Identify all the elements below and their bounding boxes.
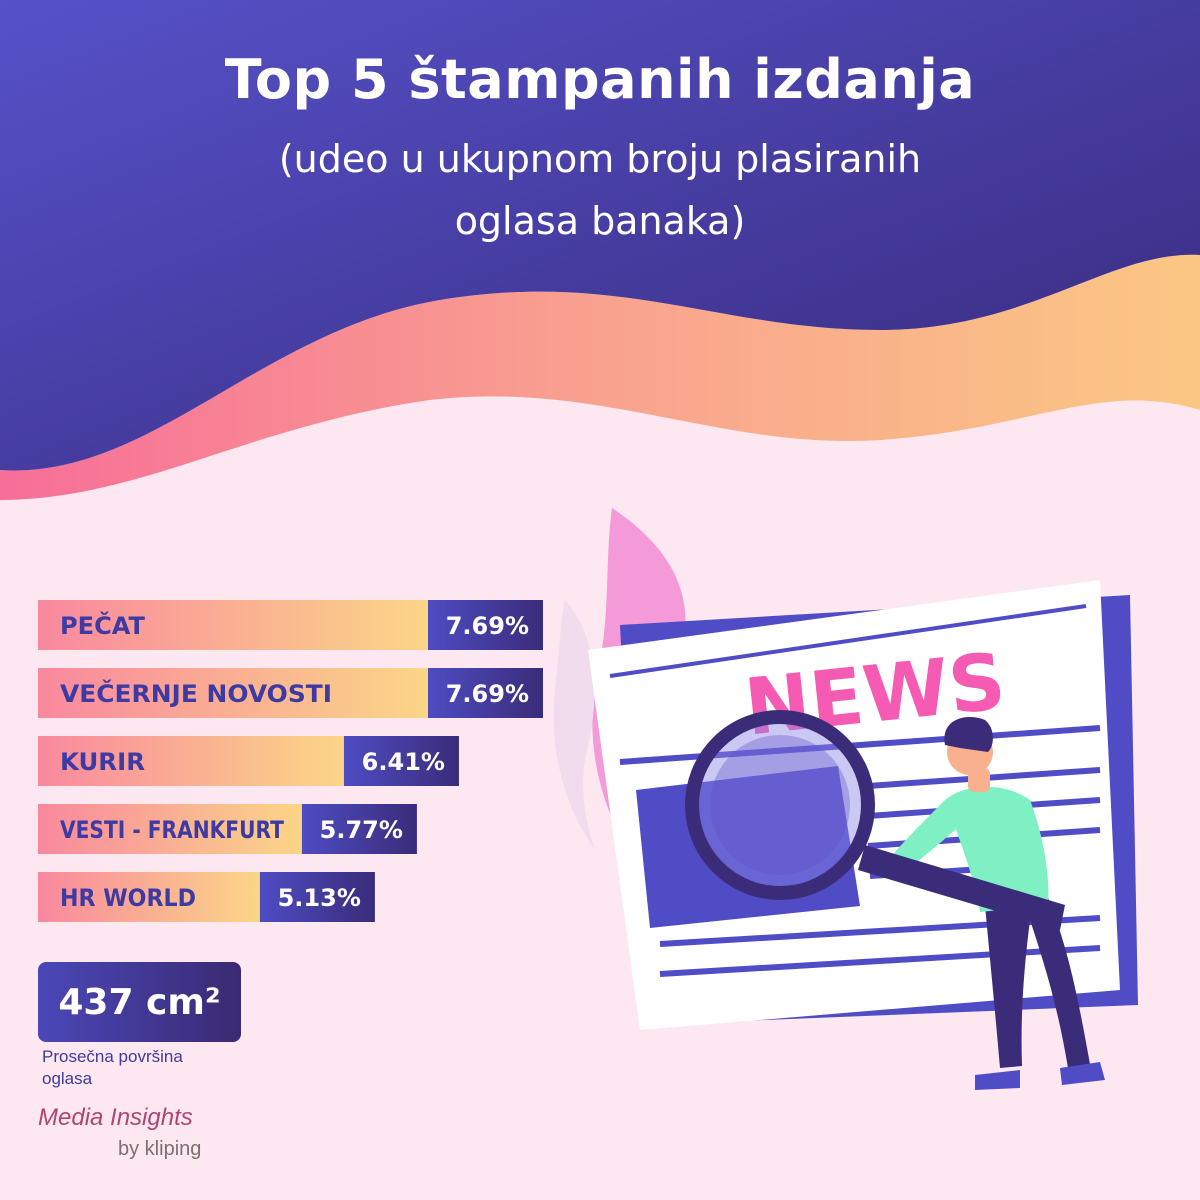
bar-value-segment: [259, 872, 375, 922]
bar-category-label: KURIR: [60, 748, 145, 776]
bar-category-label: VEČERNJE NOVOSTI: [60, 678, 332, 708]
bar-value-label: 7.69%: [446, 612, 529, 640]
average-area-label-line-2: oglasa: [42, 1069, 93, 1088]
bar-label-segment: [38, 872, 260, 922]
bar-value-label: 6.41%: [362, 748, 445, 776]
brand-by: by kliping: [118, 1138, 202, 1160]
newspaper-icon: NEWS: [588, 580, 1138, 1030]
brand-name: Media Insights: [38, 1104, 193, 1131]
average-area-label-line-1: Prosečna površina: [42, 1047, 183, 1066]
bar-value-label: 7.69%: [446, 680, 529, 708]
bar-row: HR WORLD 5.13%: [38, 872, 375, 922]
subtitle-line-1: (udeo u ukupnom broju plasiranih: [278, 137, 922, 181]
bar-category-label: VESTI - FRANKFURT: [60, 816, 284, 844]
average-area-label: Prosečna površina oglasa: [42, 1046, 242, 1090]
bar-group: PEČAT 7.69% VEČERNJE NOVOSTI 7.69% KURIR 6.41…: [38, 600, 543, 922]
bar-row: KURIR 6.41%: [38, 736, 459, 786]
bar-value-label: 5.77%: [320, 816, 403, 844]
bar-label-segment: [38, 804, 302, 854]
header-wave: [0, 0, 1200, 471]
bar-label-segment: [38, 736, 344, 786]
bar-label-segment: [38, 600, 428, 650]
bar-row: VESTI - FRANKFURT 5.77%: [38, 804, 417, 854]
news-illustration: NEWS: [553, 508, 1138, 1090]
bar-category-label: HR WORLD: [60, 884, 196, 912]
subtitle-line-2: oglasa banaka): [454, 199, 746, 243]
page-title: Top 5 štampanih izdanja: [224, 48, 976, 111]
bar-row: PEČAT 7.69%: [38, 600, 543, 650]
bar-value-segment: [428, 600, 543, 650]
magnifier-icon: [685, 710, 1065, 930]
bar-value-segment: [428, 668, 543, 718]
bar-label-segment: [38, 668, 428, 718]
person-icon: [890, 717, 1105, 1090]
wave-stripe: [0, 254, 1200, 500]
bar-chart: PEČAT 7.69% VEČERNJE NOVOSTI 7.69% KURIR 6.41…: [38, 600, 543, 922]
leaf-icon: [553, 600, 595, 850]
bar-category-label: PEČAT: [60, 610, 146, 640]
page-subtitle: (udeo u ukupnom broju plasiranih oglasa …: [250, 128, 950, 252]
average-area-value: 437 cm²: [38, 962, 241, 1042]
bar-row: VEČERNJE NOVOSTI 7.69%: [38, 668, 543, 718]
bar-value-label: 5.13%: [278, 884, 361, 912]
bar-value-segment: [343, 736, 459, 786]
bar-value-segment: [301, 804, 417, 854]
